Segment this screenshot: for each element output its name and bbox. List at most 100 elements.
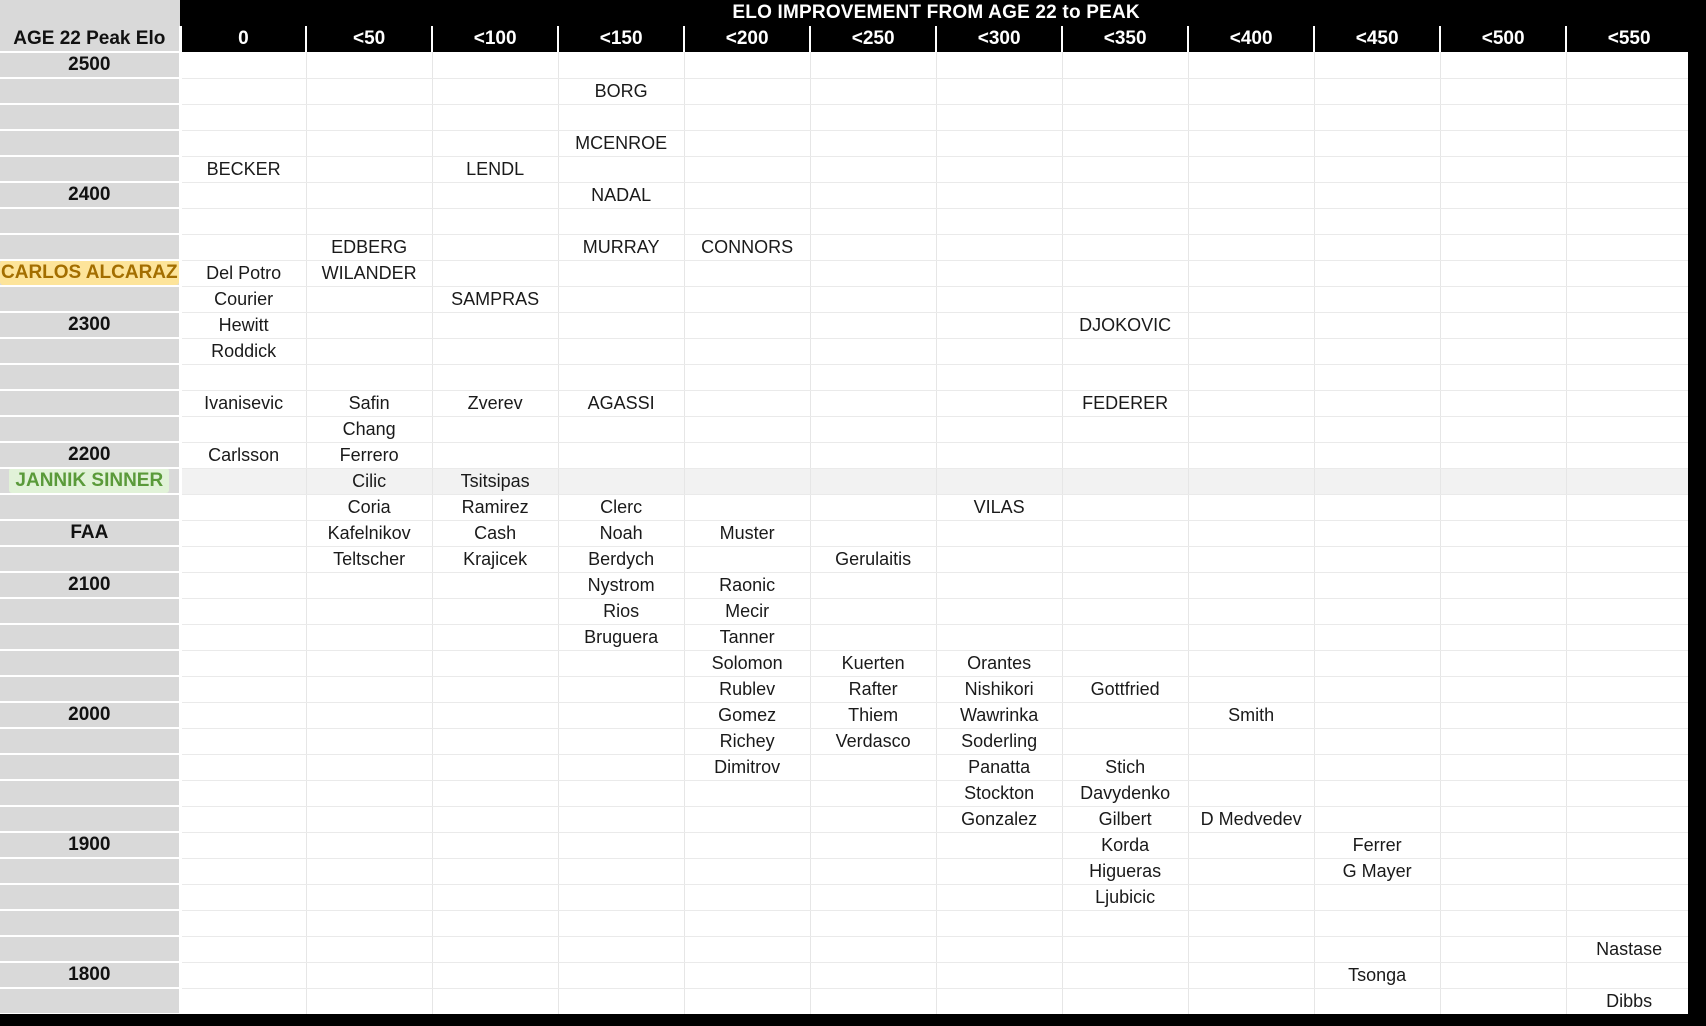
grid-cell[interactable] xyxy=(1566,546,1693,573)
grid-cell[interactable] xyxy=(1566,754,1693,781)
grid-cell[interactable]: BORG xyxy=(558,78,685,105)
grid-cell[interactable] xyxy=(684,884,811,911)
row-label[interactable]: JANNIK SINNER xyxy=(0,468,182,495)
row-label[interactable]: 2300 xyxy=(0,312,182,339)
grid-cell[interactable] xyxy=(558,260,685,287)
row-label[interactable] xyxy=(0,156,182,183)
grid-cell[interactable] xyxy=(306,832,433,859)
grid-cell[interactable] xyxy=(1062,364,1189,391)
grid-cell[interactable] xyxy=(1062,182,1189,209)
row-label[interactable] xyxy=(0,650,182,677)
grid-cell[interactable] xyxy=(306,130,433,157)
grid-cell[interactable] xyxy=(1440,858,1567,885)
grid-cell[interactable]: Berdych xyxy=(558,546,685,573)
grid-cell[interactable] xyxy=(558,442,685,469)
grid-cell[interactable] xyxy=(306,754,433,781)
grid-cell[interactable] xyxy=(684,156,811,183)
grid-cell[interactable] xyxy=(1440,780,1567,807)
grid-cell[interactable] xyxy=(1314,468,1441,495)
grid-cell[interactable] xyxy=(810,494,937,521)
grid-cell[interactable] xyxy=(1188,338,1315,365)
grid-cell[interactable] xyxy=(180,520,307,547)
grid-cell[interactable] xyxy=(1062,52,1189,79)
grid-cell[interactable] xyxy=(1188,312,1315,339)
grid-cell[interactable] xyxy=(432,702,559,729)
grid-cell[interactable]: Ivanisevic xyxy=(180,390,307,417)
grid-cell[interactable] xyxy=(1188,468,1315,495)
grid-cell[interactable] xyxy=(1188,286,1315,313)
grid-cell[interactable] xyxy=(432,910,559,937)
grid-cell[interactable] xyxy=(180,598,307,625)
grid-cell[interactable]: Hewitt xyxy=(180,312,307,339)
grid-cell[interactable] xyxy=(432,104,559,131)
grid-cell[interactable] xyxy=(180,832,307,859)
grid-cell[interactable] xyxy=(684,208,811,235)
grid-cell[interactable] xyxy=(1314,936,1441,963)
grid-cell[interactable] xyxy=(810,754,937,781)
grid-cell[interactable] xyxy=(180,130,307,157)
grid-cell[interactable] xyxy=(1566,468,1693,495)
grid-cell[interactable] xyxy=(1566,884,1693,911)
grid-cell[interactable] xyxy=(306,286,433,313)
grid-cell[interactable] xyxy=(180,650,307,677)
grid-cell[interactable] xyxy=(1062,494,1189,521)
row-label[interactable] xyxy=(0,234,182,261)
grid-cell[interactable] xyxy=(1188,260,1315,287)
grid-cell[interactable] xyxy=(1062,910,1189,937)
grid-cell[interactable] xyxy=(1566,910,1693,937)
grid-cell[interactable] xyxy=(1440,78,1567,105)
row-label[interactable] xyxy=(0,364,182,391)
grid-cell[interactable] xyxy=(1314,312,1441,339)
row-label[interactable]: FAA xyxy=(0,520,182,547)
grid-cell[interactable] xyxy=(1566,676,1693,703)
grid-cell[interactable] xyxy=(684,494,811,521)
grid-cell[interactable] xyxy=(558,754,685,781)
grid-cell[interactable] xyxy=(1314,546,1441,573)
grid-cell[interactable]: Panatta xyxy=(936,754,1063,781)
grid-cell[interactable] xyxy=(1188,182,1315,209)
grid-cell[interactable] xyxy=(1188,104,1315,131)
grid-cell[interactable] xyxy=(1314,520,1441,547)
grid-cell[interactable] xyxy=(558,286,685,313)
grid-cell[interactable]: BECKER xyxy=(180,156,307,183)
grid-cell[interactable] xyxy=(1314,442,1441,469)
grid-cell[interactable]: Ferrero xyxy=(306,442,433,469)
grid-cell[interactable] xyxy=(1440,936,1567,963)
grid-cell[interactable] xyxy=(432,416,559,443)
grid-cell[interactable] xyxy=(936,858,1063,885)
grid-cell[interactable] xyxy=(1566,156,1693,183)
grid-cell[interactable] xyxy=(1188,650,1315,677)
grid-cell[interactable]: Mecir xyxy=(684,598,811,625)
grid-cell[interactable] xyxy=(684,806,811,833)
grid-cell[interactable]: Ramirez xyxy=(432,494,559,521)
grid-cell[interactable] xyxy=(1440,52,1567,79)
grid-cell[interactable] xyxy=(1188,754,1315,781)
grid-cell[interactable] xyxy=(684,988,811,1015)
column-header[interactable]: <450 xyxy=(1314,26,1442,52)
grid-cell[interactable] xyxy=(684,182,811,209)
grid-cell[interactable] xyxy=(432,78,559,105)
grid-cell[interactable]: Cash xyxy=(432,520,559,547)
grid-cell[interactable] xyxy=(1566,780,1693,807)
grid-cell[interactable] xyxy=(1314,650,1441,677)
row-label[interactable]: 2000 xyxy=(0,702,182,729)
grid-cell[interactable]: Stockton xyxy=(936,780,1063,807)
grid-cell[interactable] xyxy=(432,598,559,625)
grid-cell[interactable] xyxy=(1188,936,1315,963)
grid-cell[interactable] xyxy=(1440,182,1567,209)
grid-cell[interactable] xyxy=(684,936,811,963)
grid-cell[interactable] xyxy=(558,806,685,833)
grid-cell[interactable] xyxy=(1440,286,1567,313)
grid-cell[interactable] xyxy=(936,130,1063,157)
grid-cell[interactable] xyxy=(810,468,937,495)
grid-cell[interactable] xyxy=(1062,156,1189,183)
grid-cell[interactable] xyxy=(306,676,433,703)
row-label[interactable]: CARLOS ALCARAZ xyxy=(0,260,182,287)
grid-cell[interactable] xyxy=(1566,962,1693,989)
grid-cell[interactable] xyxy=(180,936,307,963)
grid-cell[interactable] xyxy=(1566,650,1693,677)
grid-cell[interactable] xyxy=(1188,624,1315,651)
grid-cell[interactable]: SAMPRAS xyxy=(432,286,559,313)
grid-cell[interactable] xyxy=(558,208,685,235)
grid-cell[interactable] xyxy=(1566,832,1693,859)
